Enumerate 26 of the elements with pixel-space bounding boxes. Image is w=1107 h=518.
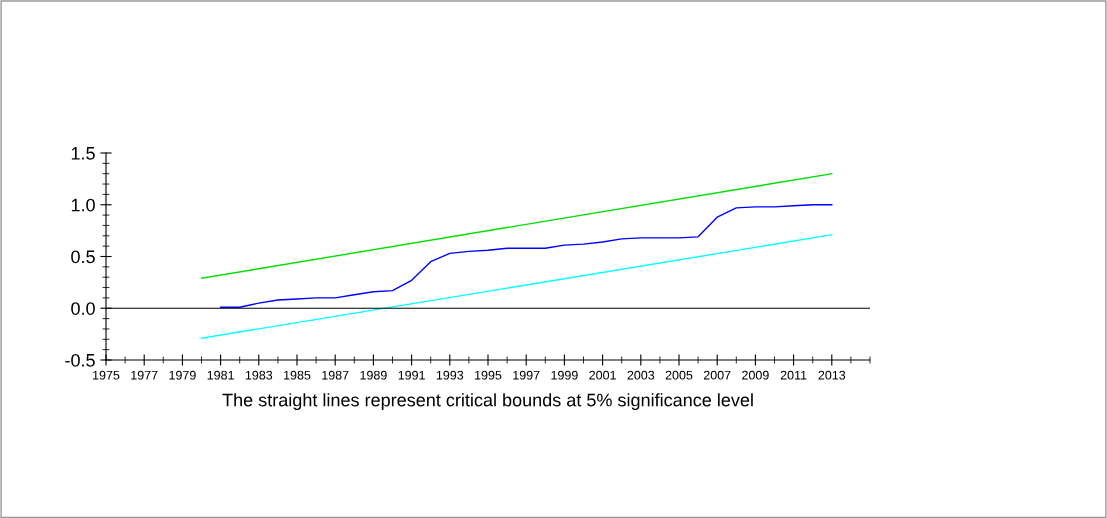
x-tick-label: 1977	[131, 370, 158, 380]
x-tick-label: 2013	[818, 370, 846, 380]
x-tick-label: 1987	[322, 370, 349, 380]
x-tick-label: 2003	[627, 370, 655, 380]
x-tick-label: 1981	[207, 370, 234, 380]
y-tick-label: 0.0	[71, 302, 95, 315]
x-tick-label: 1993	[436, 370, 464, 380]
x-axis-title: The straight lines represent critical bounds at 5% significance level	[222, 393, 753, 411]
y-tick-label: -0.5	[65, 353, 95, 367]
x-tick-label: 2009	[742, 370, 769, 380]
y-tick-label: 1.5	[71, 147, 95, 160]
y-tick-label: 0.5	[71, 250, 95, 264]
x-tick-label: 1997	[513, 370, 540, 380]
x-tick-label: 2001	[589, 370, 616, 380]
x-tick-label: 1985	[284, 370, 311, 380]
x-tick-label: 1991	[398, 370, 425, 380]
x-tick-label: 2011	[780, 370, 807, 380]
y-tick-label: 1.0	[71, 198, 95, 212]
x-tick-label: 1979	[169, 370, 196, 380]
x-tick-label: 1995	[475, 370, 502, 380]
x-tick-label: 1975	[93, 370, 120, 380]
x-tick-label: 2007	[703, 370, 731, 380]
x-tick-label: 1983	[245, 370, 273, 380]
x-tick-label: 1999	[551, 370, 578, 380]
x-tick-label: 2005	[665, 370, 693, 380]
x-tick-label: 1989	[360, 370, 387, 380]
